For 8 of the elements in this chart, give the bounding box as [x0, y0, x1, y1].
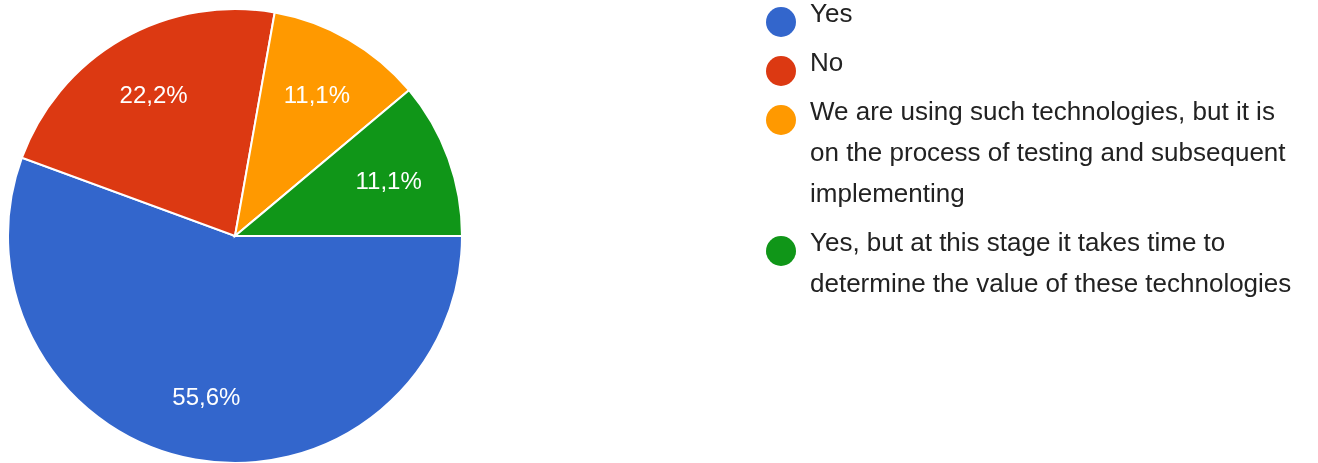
legend-label: Yes, but at this stage it takes time to determine the value of these technologies	[810, 227, 1292, 298]
legend-label: We are using such technologies, but it is on the process of testing and subsequent implementing	[810, 96, 1287, 208]
legend-label: Yes	[810, 0, 853, 28]
data-label: 55,6%	[172, 383, 241, 411]
data-label: 11,1%	[355, 166, 422, 194]
data-label: 11,1%	[283, 80, 351, 108]
legend-label: No	[810, 47, 844, 77]
data-label: 22,2%	[119, 80, 188, 108]
